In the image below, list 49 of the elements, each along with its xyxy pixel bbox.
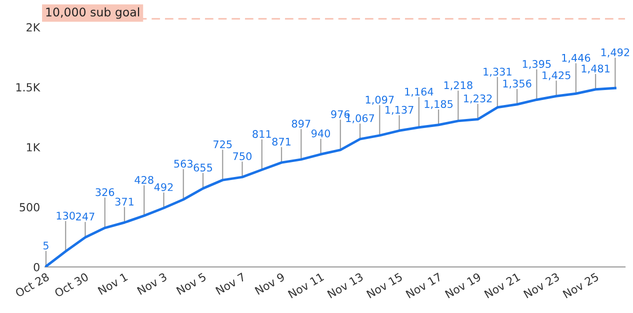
text: 1,232 [464,94,492,104]
text: 1,331 [484,68,512,77]
text: 871 [272,138,290,146]
x-tick-label: Nov 19 [444,272,482,298]
text: 1,164 [405,88,434,97]
text: 1,137 [386,106,414,115]
y-tick-label: 2K [26,23,40,32]
x-tick-label: Nov 11 [288,272,324,298]
x-tick-label: Nov 5 [176,272,206,295]
text: 428 [134,176,154,184]
text: 1,492 [601,48,630,58]
x-tick-label: Nov 1 [98,272,128,295]
text: 1,395 [522,60,551,69]
text: 1,481 [582,64,610,74]
x-tick-label: Nov 7 [215,272,246,295]
x-tick-label: Nov 15 [366,272,403,298]
text: 897 [292,120,310,128]
x-tick-label: Nov 9 [254,272,286,295]
text: 130 [56,212,75,220]
text: 811 [252,130,271,138]
y-tick-label: 1.5K [16,83,40,92]
x-tick-label: Nov 21 [484,272,520,298]
x-tick-label: Nov 17 [406,272,442,298]
text: 655 [194,164,212,172]
x-tick-label: Nov 13 [326,272,364,298]
text: 5 [43,242,48,250]
text: 750 [233,152,252,160]
text: 1,218 [444,81,472,90]
text: 563 [174,160,192,168]
text: 492 [154,183,173,192]
x-tick-label: Nov 3 [136,272,168,295]
text: 1,185 [424,100,453,110]
text: 725 [214,140,232,148]
x-tick-label: Nov 23 [523,272,560,298]
text: 326 [96,188,114,196]
y-tick-label: 0 [34,262,40,272]
text: 1,356 [503,80,532,89]
text: 1,425 [542,71,570,80]
y-tick-label: 1K [27,143,40,152]
x-tick-label: Nov 25 [562,272,600,298]
ref-line-label: 10,000 sub goal [46,7,140,19]
text: 1,446 [562,54,590,63]
text: 1,097 [366,96,394,105]
x-tick-label: Oct 30 [54,272,89,298]
text: 371 [115,198,134,206]
y-tick-label: 500 [20,203,40,212]
x-tick-label: Oct 28 [14,272,50,298]
text: 247 [76,212,94,220]
text: 940 [311,129,330,138]
